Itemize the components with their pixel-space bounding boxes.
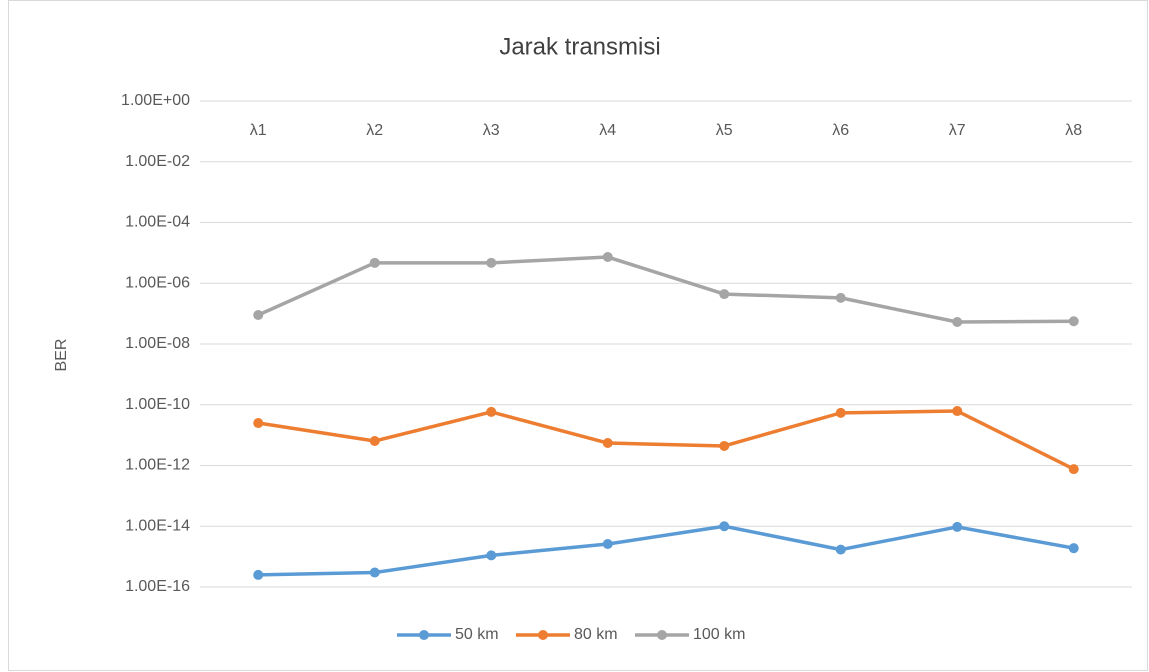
x-tick-label: λ2: [366, 122, 383, 139]
y-tick-label: 1.00E-08: [125, 335, 190, 352]
y-axis-label: BER: [53, 339, 70, 372]
y-tick-label: 1.00E-16: [125, 578, 190, 595]
marker: [952, 521, 963, 532]
marker: [486, 406, 497, 417]
marker: [835, 407, 846, 418]
x-tick-label: λ1: [250, 122, 267, 139]
y-tick-label: 1.00E-14: [125, 517, 190, 534]
marker: [253, 418, 264, 429]
legend-marker: [538, 630, 548, 640]
marker: [1068, 543, 1079, 554]
x-tick-label: λ3: [483, 122, 500, 139]
marker: [835, 544, 846, 555]
marker: [369, 567, 380, 578]
marker: [486, 550, 497, 561]
y-tick-label: 1.00E-12: [125, 457, 190, 474]
series-line: [257, 255, 1074, 324]
marker: [253, 569, 264, 580]
legend-marker: [657, 630, 667, 640]
marker: [486, 257, 497, 268]
marker: [1068, 464, 1079, 475]
series-line: [258, 524, 1075, 577]
marker: [952, 406, 963, 417]
marker: [369, 257, 380, 268]
legend-label: 80 km: [574, 626, 618, 643]
marker: [1068, 316, 1079, 327]
marker: [719, 521, 730, 532]
legend-label: 50 km: [455, 626, 499, 643]
x-tick-label: λ7: [949, 122, 966, 139]
marker: [719, 289, 730, 300]
chart-title: Jarak transmisi: [499, 33, 660, 60]
x-tick-label: λ8: [1065, 122, 1082, 139]
y-tick-label: 1.00E-06: [125, 274, 190, 291]
y-tick-label: 1.00E+00: [121, 92, 190, 109]
x-tick-label: λ4: [599, 122, 616, 139]
legend-marker: [419, 630, 429, 640]
y-tick-label: 1.00E-02: [125, 153, 190, 170]
marker: [602, 539, 613, 550]
chart-border: [8, 0, 1148, 671]
marker: [253, 310, 264, 321]
marker: [952, 317, 963, 328]
y-tick-label: 1.00E-04: [125, 214, 190, 231]
marker: [719, 440, 730, 451]
marker: [602, 252, 613, 263]
legend-label: 100 km: [693, 626, 745, 643]
marker: [369, 436, 380, 447]
x-tick-label: λ5: [716, 122, 733, 139]
marker: [835, 292, 846, 303]
series-line: [257, 409, 1075, 471]
x-tick-label: λ6: [832, 122, 849, 139]
marker: [602, 438, 613, 449]
y-tick-label: 1.00E-10: [125, 396, 190, 413]
